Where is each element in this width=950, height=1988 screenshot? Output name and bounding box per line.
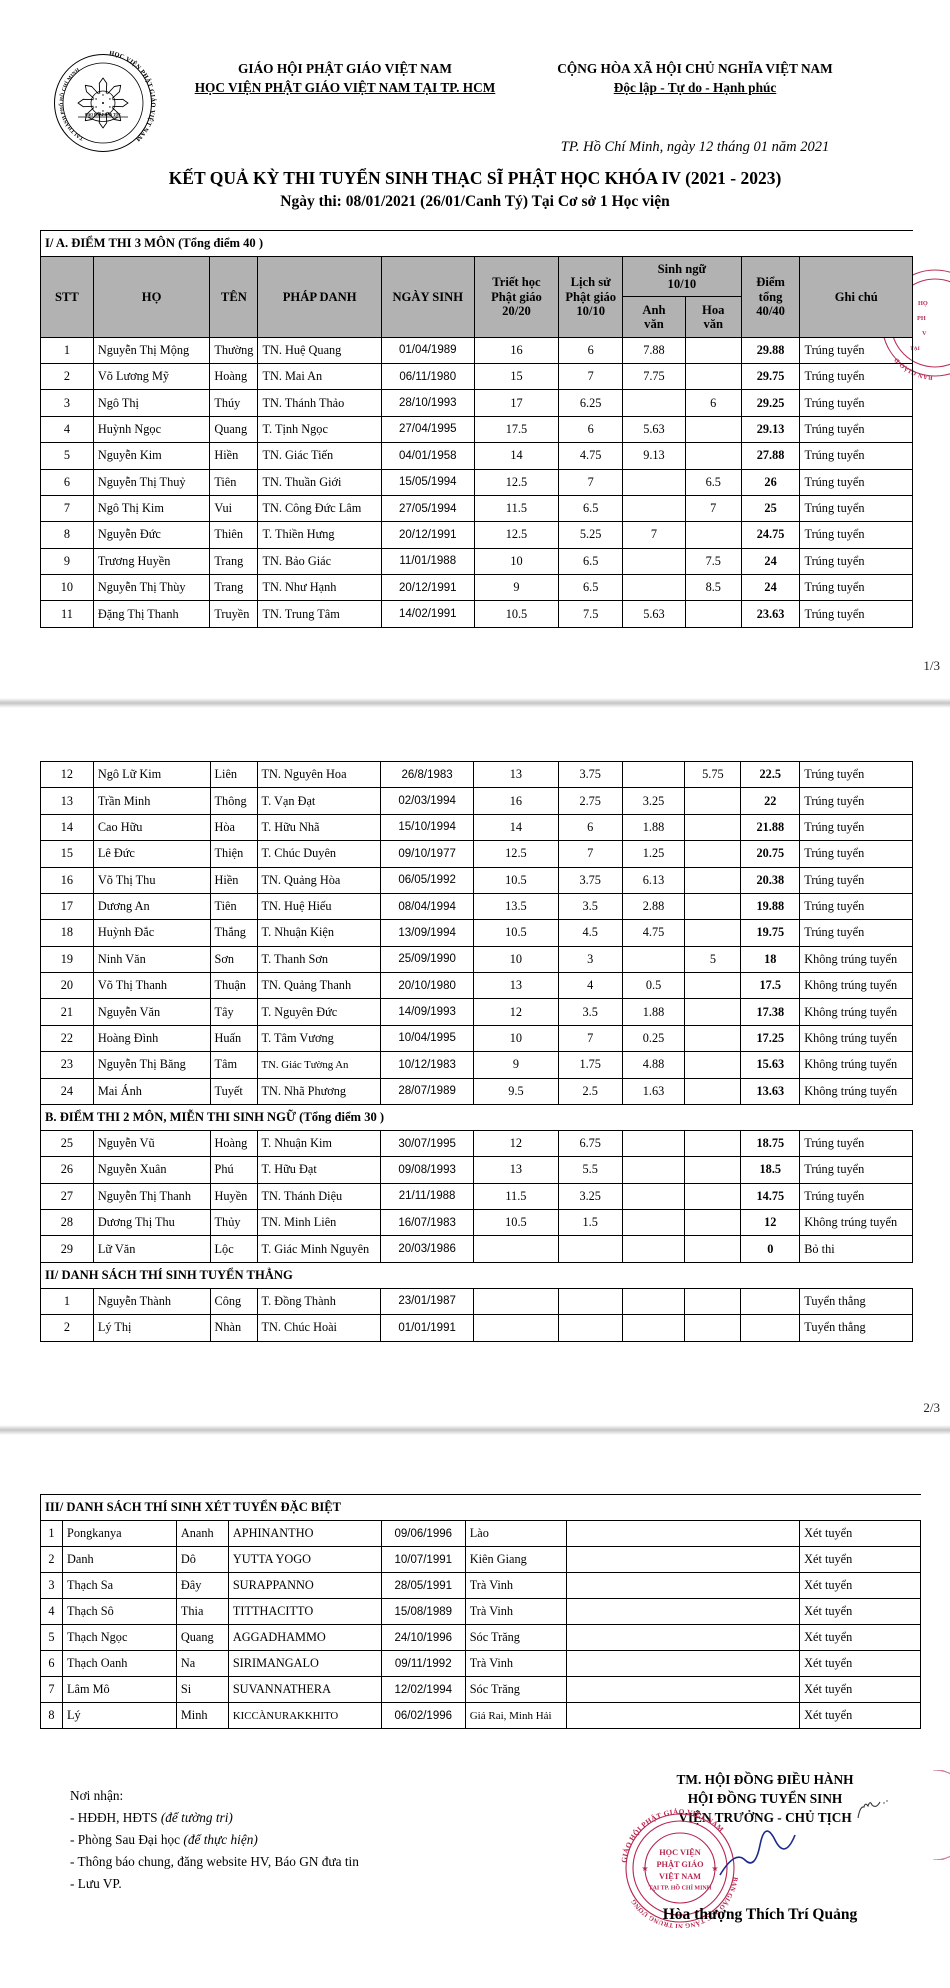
svg-text:V: V	[922, 330, 927, 337]
svg-text:HỌ: HỌ	[918, 300, 928, 307]
svg-text:PH: PH	[917, 315, 926, 322]
svg-text:ĐẠO PHÁP DÂN TỘC: ĐẠO PHÁP DÂN TỘC	[85, 112, 121, 117]
svg-text:VIỆT NAM: VIỆT NAM	[659, 1872, 701, 1881]
svg-text:PHẬT GIÁO: PHẬT GIÁO	[656, 1859, 704, 1869]
svg-text:★: ★	[641, 1864, 648, 1873]
svg-text:HỌC VIỆN: HỌC VIỆN	[659, 1848, 701, 1857]
